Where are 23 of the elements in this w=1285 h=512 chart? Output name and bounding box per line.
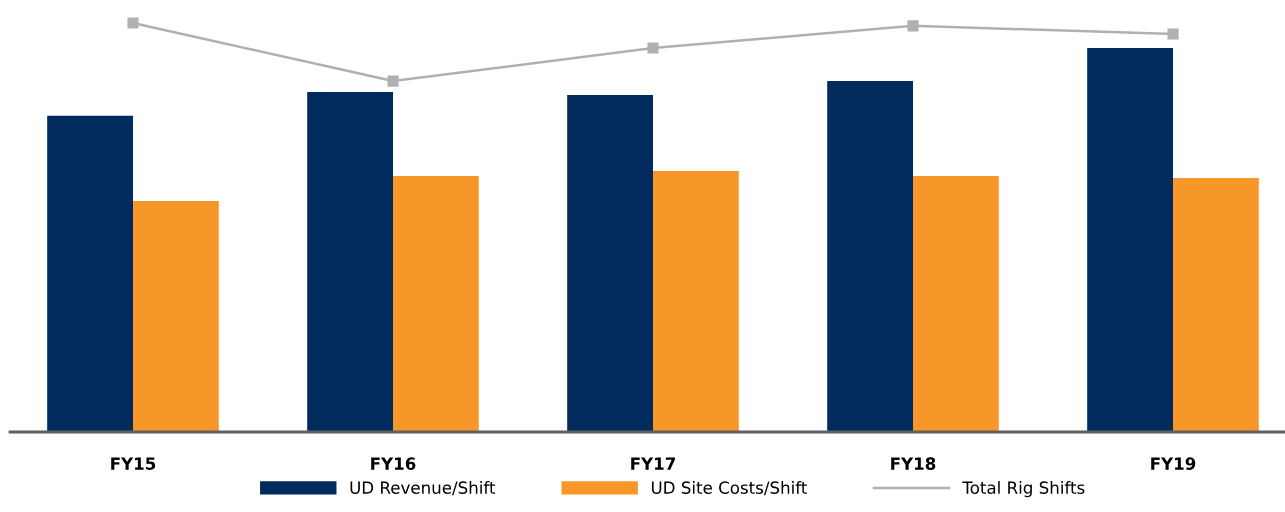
bar (653, 171, 739, 432)
bar (133, 200, 219, 432)
point (907, 20, 919, 32)
legend-label: UD Revenue/Shift (350, 481, 496, 496)
bar (567, 94, 653, 432)
x-tick-label: FY19 (1151, 457, 1196, 470)
point (647, 42, 659, 54)
bar (1173, 178, 1259, 432)
x-tick-label: FY17 (631, 457, 675, 470)
bar (307, 92, 393, 432)
bar (393, 175, 479, 432)
legend-label: Total Rig Shifts (962, 481, 1085, 498)
bar (827, 81, 913, 432)
legend-label: UD Site Costs/Shift (651, 481, 807, 496)
point (387, 75, 399, 87)
point (127, 17, 139, 29)
x-tick-label: FY15 (111, 457, 156, 470)
bar (1087, 47, 1173, 432)
x-tick-label: FY18 (891, 457, 936, 470)
bar (47, 115, 133, 432)
point (1167, 28, 1179, 40)
x-tick-label: FY16 (371, 457, 416, 470)
bar (913, 175, 999, 432)
